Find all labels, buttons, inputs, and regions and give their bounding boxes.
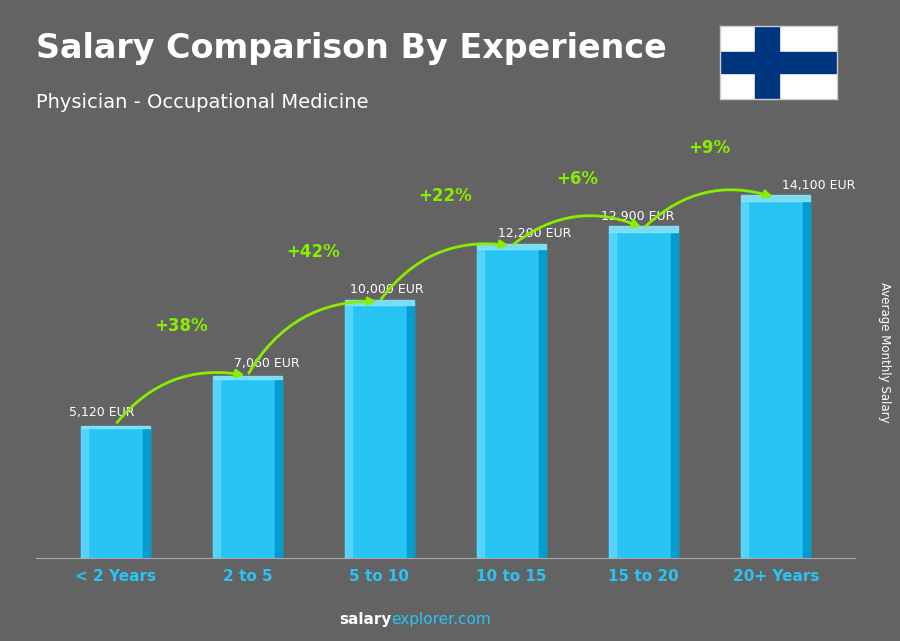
Polygon shape (345, 305, 414, 558)
Text: 7,060 EUR: 7,060 EUR (234, 358, 300, 370)
Text: 12,900 EUR: 12,900 EUR (601, 210, 675, 223)
Polygon shape (609, 226, 678, 231)
Polygon shape (477, 249, 546, 558)
Polygon shape (345, 305, 352, 558)
Polygon shape (213, 379, 282, 558)
Polygon shape (671, 231, 678, 558)
Text: +38%: +38% (155, 317, 208, 335)
Polygon shape (213, 379, 220, 558)
Polygon shape (81, 426, 149, 428)
Text: Salary Comparison By Experience: Salary Comparison By Experience (36, 32, 667, 65)
Polygon shape (742, 195, 810, 201)
Polygon shape (539, 249, 546, 558)
Text: explorer.com: explorer.com (392, 612, 491, 627)
Text: +22%: +22% (418, 187, 472, 205)
Polygon shape (742, 201, 810, 558)
Text: +6%: +6% (556, 170, 599, 188)
Polygon shape (345, 301, 414, 305)
Text: 14,100 EUR: 14,100 EUR (782, 179, 856, 192)
Text: 5,120 EUR: 5,120 EUR (69, 406, 134, 419)
Polygon shape (477, 244, 546, 249)
Polygon shape (803, 201, 810, 558)
Text: Physician - Occupational Medicine: Physician - Occupational Medicine (36, 93, 368, 112)
Text: salary: salary (339, 612, 392, 627)
Polygon shape (609, 231, 678, 558)
Polygon shape (213, 376, 282, 379)
Polygon shape (477, 249, 484, 558)
Text: +42%: +42% (286, 243, 340, 261)
Polygon shape (609, 231, 617, 558)
Bar (755, 26, 778, 99)
Text: +9%: +9% (688, 139, 731, 157)
Bar (720, 52, 837, 73)
Polygon shape (143, 428, 149, 558)
Polygon shape (407, 305, 414, 558)
Polygon shape (742, 201, 748, 558)
Text: 10,000 EUR: 10,000 EUR (350, 283, 424, 296)
Polygon shape (274, 379, 282, 558)
Text: Average Monthly Salary: Average Monthly Salary (878, 282, 890, 423)
Polygon shape (81, 428, 88, 558)
Text: 12,200 EUR: 12,200 EUR (499, 228, 572, 240)
Polygon shape (81, 428, 149, 558)
